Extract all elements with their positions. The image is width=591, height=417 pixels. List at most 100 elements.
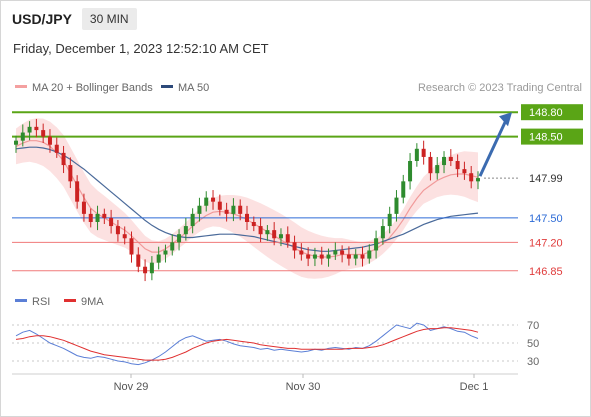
legend-swatch-ma50 bbox=[161, 85, 173, 88]
candle bbox=[462, 161, 467, 180]
candle-body bbox=[353, 254, 358, 259]
candle bbox=[149, 256, 154, 281]
candle-body bbox=[333, 250, 338, 255]
candle bbox=[95, 205, 100, 231]
candle-body bbox=[211, 197, 216, 202]
candle-body bbox=[476, 178, 480, 182]
legend-swatch-9ma bbox=[64, 299, 76, 302]
candle bbox=[41, 123, 46, 144]
level-tag-148.80: 148.80 bbox=[529, 107, 563, 119]
candle bbox=[170, 234, 175, 256]
candle bbox=[20, 124, 25, 147]
level-tag-147.50: 147.50 bbox=[529, 213, 563, 225]
candle-body bbox=[367, 250, 372, 259]
timestamp: Friday, December 1, 2023 12:52:10 AM CET bbox=[13, 41, 269, 56]
candle-body bbox=[41, 130, 46, 137]
candle bbox=[285, 226, 290, 248]
candle-body bbox=[346, 254, 351, 259]
candle-body bbox=[34, 126, 39, 131]
candle-body bbox=[428, 156, 433, 174]
candle-body bbox=[469, 173, 474, 182]
candle-body bbox=[109, 217, 114, 227]
candle bbox=[211, 190, 216, 210]
candle-body bbox=[299, 250, 304, 255]
candle-body bbox=[54, 144, 59, 153]
timeframe-button[interactable]: 30 MIN bbox=[81, 8, 137, 30]
candle bbox=[401, 174, 406, 204]
candle-body bbox=[95, 213, 100, 222]
candle-body bbox=[68, 165, 73, 182]
x-tick-nov-29: Nov 29 bbox=[114, 381, 149, 393]
candle-body bbox=[312, 254, 317, 259]
candle bbox=[312, 247, 317, 267]
candle bbox=[109, 209, 114, 234]
candle-body bbox=[20, 132, 25, 141]
candle bbox=[197, 197, 202, 222]
candle bbox=[414, 143, 419, 167]
candle bbox=[47, 129, 52, 153]
candle bbox=[143, 259, 148, 282]
candle-body bbox=[401, 181, 406, 198]
candle-body bbox=[258, 226, 263, 235]
bollinger-band bbox=[16, 118, 478, 279]
candle bbox=[299, 243, 304, 261]
candle-body bbox=[455, 161, 460, 170]
candle-body bbox=[319, 254, 324, 259]
candle-body bbox=[177, 234, 182, 243]
candle-body bbox=[217, 201, 222, 210]
candle bbox=[387, 206, 392, 234]
candle bbox=[469, 165, 474, 189]
candle-body bbox=[115, 226, 120, 235]
candle bbox=[476, 171, 480, 190]
candle bbox=[408, 153, 413, 190]
legend-swatch-ma20 bbox=[15, 85, 27, 88]
candle-body bbox=[448, 156, 453, 161]
candle-body bbox=[326, 254, 331, 259]
candle bbox=[88, 208, 93, 228]
candle bbox=[156, 246, 161, 270]
candle-body bbox=[190, 213, 195, 227]
candle bbox=[442, 151, 447, 174]
candle-body bbox=[251, 222, 256, 227]
candle-body bbox=[394, 197, 399, 214]
level-tag-148.50: 148.50 bbox=[529, 132, 563, 144]
candle-body bbox=[129, 238, 134, 255]
candle bbox=[258, 217, 263, 243]
candle bbox=[421, 140, 426, 165]
candle bbox=[278, 228, 283, 247]
source-label: Research © 2023 Trading Central bbox=[418, 82, 582, 94]
candle-body bbox=[380, 226, 385, 239]
candle-body bbox=[102, 213, 107, 218]
candle-body bbox=[360, 254, 365, 259]
candle-body bbox=[136, 254, 141, 267]
candle bbox=[183, 217, 188, 241]
candle bbox=[177, 229, 182, 251]
candle bbox=[292, 235, 297, 259]
candle bbox=[27, 121, 32, 141]
candle-body bbox=[374, 238, 379, 251]
candle bbox=[251, 216, 256, 232]
candle-body bbox=[435, 165, 440, 174]
candle bbox=[102, 208, 107, 225]
candle-body bbox=[47, 136, 52, 145]
candle bbox=[340, 245, 345, 263]
candle-body bbox=[245, 213, 249, 222]
candle-body bbox=[387, 213, 392, 227]
candle bbox=[319, 246, 324, 265]
candle-body bbox=[122, 234, 127, 239]
candle bbox=[306, 247, 311, 267]
candle-body bbox=[408, 161, 413, 182]
candle bbox=[272, 222, 277, 246]
candle-body bbox=[61, 152, 66, 166]
candle bbox=[224, 202, 229, 222]
candle bbox=[265, 225, 270, 241]
legend-ma50: MA 50 bbox=[178, 82, 209, 94]
projection-arrow bbox=[478, 119, 508, 177]
candle bbox=[353, 249, 358, 266]
rsi-line bbox=[15, 322, 479, 366]
x-tick-nov-30: Nov 30 bbox=[286, 381, 321, 393]
candle-body bbox=[340, 250, 345, 255]
rsi-tick-70: 70 bbox=[527, 320, 539, 332]
level-tag-146.85: 146.85 bbox=[529, 266, 563, 278]
